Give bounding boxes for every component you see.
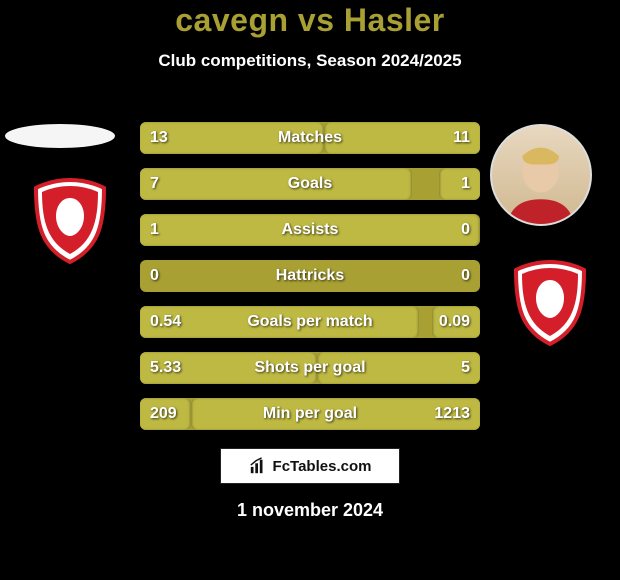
bar-value-right: 1213 (434, 398, 470, 430)
bar-row: Assists1 0 (140, 214, 480, 246)
bar-row: Hattricks0 0 (140, 260, 480, 292)
subtitle: Club competitions, Season 2024/2025 (0, 51, 620, 71)
bar-label: Min per goal (140, 398, 480, 430)
footer-date: 1 november 2024 (0, 500, 620, 521)
bar-row: Goals per match0.54 0.09 (140, 306, 480, 338)
site-logo-text: FcTables.com (273, 458, 372, 475)
bar-value-left: 209 (150, 398, 177, 430)
bar-row: Matches13 11 (140, 122, 480, 154)
bar-label: Shots per goal (140, 352, 480, 384)
bar-value-right: 0 (461, 260, 470, 292)
club-crest-left (30, 176, 110, 266)
bar-value-left: 1 (150, 214, 159, 246)
comparison-infographic: cavegn vs Hasler Club competitions, Seas… (0, 0, 620, 580)
bar-row: Min per goal209 1213 (140, 398, 480, 430)
bar-value-left: 0 (150, 260, 159, 292)
page-title: cavegn vs Hasler (0, 2, 620, 39)
chart-icon (249, 457, 267, 475)
player-left-avatar (5, 124, 115, 148)
person-icon (499, 141, 582, 224)
bar-label: Hattricks (140, 260, 480, 292)
bar-row: Goals7 1 (140, 168, 480, 200)
bar-label: Goals per match (140, 306, 480, 338)
club-crest-right (510, 258, 590, 348)
bar-label: Goals (140, 168, 480, 200)
comparison-bars: Matches1311Goals71Assists10Hattricks00Go… (140, 122, 480, 444)
bar-value-left: 5.33 (150, 352, 181, 384)
bar-value-left: 7 (150, 168, 159, 200)
bar-value-right: 1 (461, 168, 470, 200)
bar-row: Shots per goal5.33 5 (140, 352, 480, 384)
bar-label: Matches (140, 122, 480, 154)
bar-value-left: 13 (150, 122, 168, 154)
bar-value-right: 0.09 (439, 306, 470, 338)
bar-value-left: 0.54 (150, 306, 181, 338)
bar-label: Assists (140, 214, 480, 246)
bar-value-right: 11 (453, 122, 470, 154)
bar-value-right: 5 (461, 352, 470, 384)
bar-value-right: 0 (461, 214, 470, 246)
player-right-avatar (490, 124, 592, 226)
site-logo: FcTables.com (220, 448, 400, 484)
